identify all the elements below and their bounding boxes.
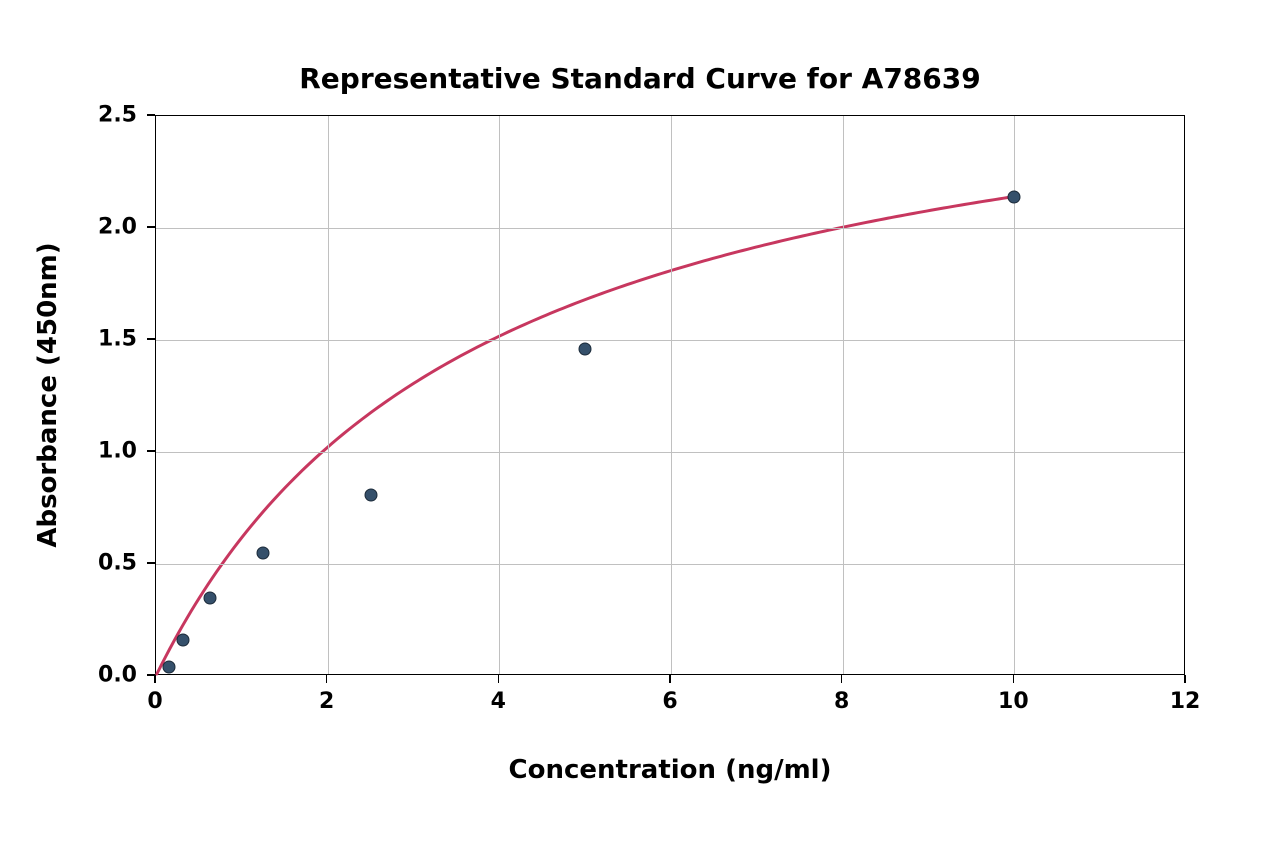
grid-line-horizontal bbox=[156, 564, 1184, 565]
data-point bbox=[364, 488, 377, 501]
y-tick bbox=[147, 114, 155, 116]
data-point bbox=[176, 634, 189, 647]
y-tick bbox=[147, 450, 155, 452]
y-tick-label: 1.5 bbox=[87, 327, 137, 352]
x-tick-label: 8 bbox=[834, 689, 849, 714]
chart-title: Representative Standard Curve for A78639 bbox=[299, 62, 981, 95]
y-axis-label: Absorbance (450nm) bbox=[33, 242, 63, 547]
x-tick-label: 2 bbox=[319, 689, 334, 714]
fitted-curve bbox=[157, 197, 1012, 674]
x-tick bbox=[498, 675, 500, 683]
data-point bbox=[203, 591, 216, 604]
x-tick bbox=[154, 675, 156, 683]
grid-line-horizontal bbox=[156, 228, 1184, 229]
x-tick bbox=[1013, 675, 1015, 683]
y-tick bbox=[147, 338, 155, 340]
grid-line-vertical bbox=[843, 116, 844, 674]
x-tick bbox=[326, 675, 328, 683]
y-tick bbox=[147, 226, 155, 228]
grid-line-horizontal bbox=[156, 340, 1184, 341]
curve-layer bbox=[156, 116, 1184, 674]
data-point bbox=[257, 546, 270, 559]
figure: Representative Standard Curve for A78639… bbox=[0, 0, 1280, 845]
y-tick-label: 1.0 bbox=[87, 439, 137, 464]
x-tick-label: 10 bbox=[998, 689, 1029, 714]
grid-line-vertical bbox=[499, 116, 500, 674]
y-tick-label: 2.0 bbox=[87, 215, 137, 240]
x-tick-label: 12 bbox=[1170, 689, 1201, 714]
x-tick-label: 4 bbox=[491, 689, 506, 714]
data-point bbox=[579, 342, 592, 355]
data-point bbox=[1008, 190, 1021, 203]
y-tick bbox=[147, 562, 155, 564]
x-tick-label: 6 bbox=[662, 689, 677, 714]
y-tick-label: 2.5 bbox=[87, 103, 137, 128]
y-tick-label: 0.5 bbox=[87, 551, 137, 576]
y-tick bbox=[147, 674, 155, 676]
grid-line-vertical bbox=[328, 116, 329, 674]
grid-line-horizontal bbox=[156, 452, 1184, 453]
y-tick-label: 0.0 bbox=[87, 663, 137, 688]
x-tick bbox=[669, 675, 671, 683]
x-tick bbox=[841, 675, 843, 683]
x-tick-label: 0 bbox=[147, 689, 162, 714]
data-point bbox=[163, 661, 176, 674]
x-axis-label: Concentration (ng/ml) bbox=[509, 755, 832, 785]
plot-area bbox=[155, 115, 1185, 675]
x-tick bbox=[1184, 675, 1186, 683]
grid-line-vertical bbox=[671, 116, 672, 674]
